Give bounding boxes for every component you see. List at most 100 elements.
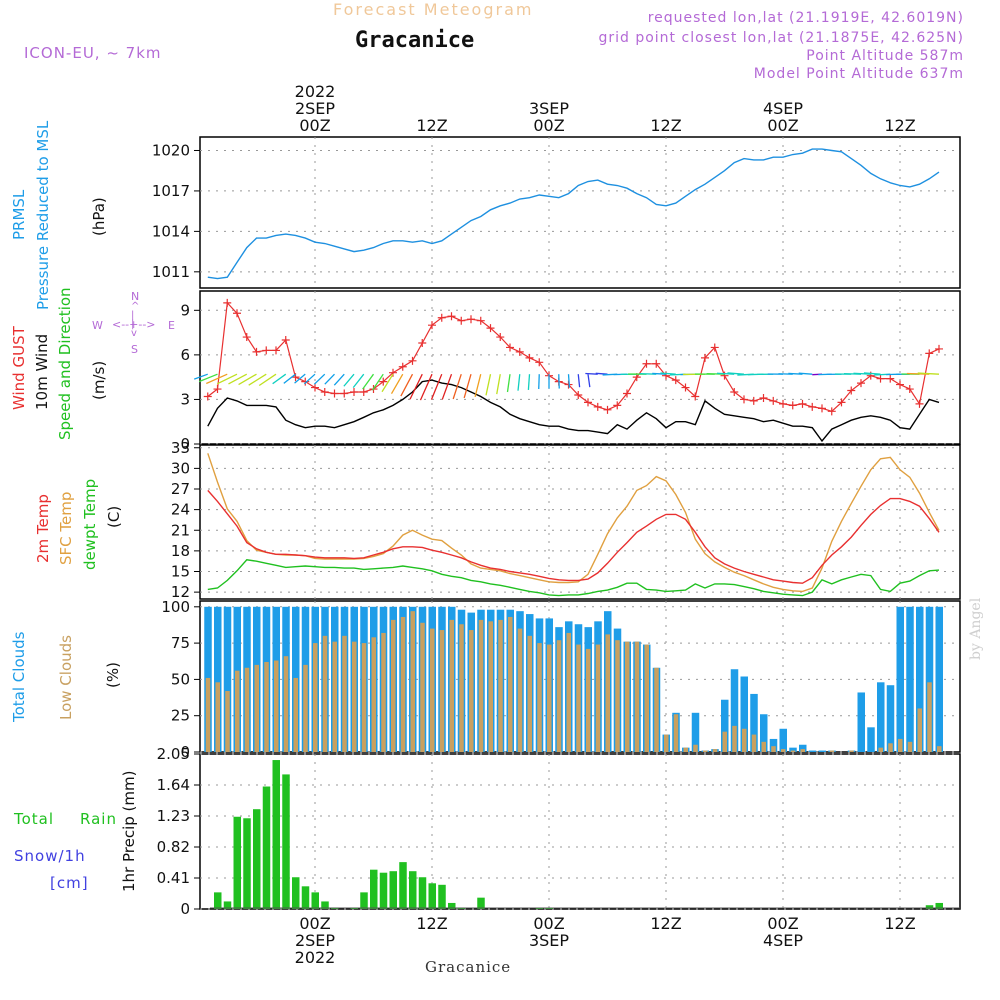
rain-bar	[292, 877, 300, 909]
total-cloud-bar	[789, 747, 797, 752]
model-label: ICON-EU, ~ 7km	[24, 44, 162, 62]
bottom-time-label: 2022	[295, 948, 336, 967]
gust-marker	[262, 346, 271, 355]
low-cloud-bar	[235, 670, 240, 752]
gust-marker	[652, 359, 661, 368]
rain-bar	[311, 892, 319, 909]
rain-bar	[214, 892, 222, 909]
compass-arrow-we: <--+-->	[112, 318, 156, 331]
panel-frame	[199, 444, 961, 600]
gust-marker	[691, 392, 700, 401]
total-cloud-bar	[760, 714, 768, 752]
low-cloud-bar	[673, 714, 679, 752]
y-tick-label: 1.23	[157, 807, 190, 825]
gust-marker	[730, 388, 739, 397]
low-cloud-bar	[693, 744, 698, 752]
rain-bar	[253, 809, 261, 909]
gust-marker	[613, 401, 622, 410]
y-tick-label: 9	[180, 301, 190, 319]
wind-arrow	[258, 373, 277, 387]
gust-marker	[525, 353, 534, 362]
gust-marker	[233, 309, 241, 318]
y-tick-label: 0	[180, 900, 190, 918]
total-cloud-bar	[799, 744, 807, 752]
wind-arrow	[390, 373, 404, 394]
rain-bar	[243, 818, 251, 909]
gust-marker	[642, 359, 651, 368]
low-cloud-bar	[254, 664, 259, 752]
label-speed-direction: Speed and Direction	[56, 287, 74, 440]
gust-marker	[203, 392, 212, 401]
total-cloud-bar	[223, 606, 232, 752]
wind-arrow	[798, 372, 813, 375]
low-cloud-bar	[303, 664, 308, 752]
total-cloud-bar	[818, 750, 826, 752]
low-cloud-bar	[644, 644, 649, 752]
label-celsius: (C)	[105, 505, 123, 528]
label-dewpt-temp: dewpt Temp	[81, 478, 99, 570]
station-name: Gracanice	[355, 28, 475, 53]
gust-marker	[808, 402, 817, 411]
gust-marker	[847, 386, 856, 395]
low-cloud-bar	[488, 621, 493, 752]
wind-arrow	[248, 373, 267, 386]
low-cloud-bar	[742, 728, 747, 752]
rain-bar	[262, 786, 271, 909]
gust-marker	[398, 362, 407, 371]
gust-marker	[467, 315, 475, 324]
wind-arrow	[430, 373, 443, 400]
gust-marker	[437, 313, 446, 322]
gust-marker	[876, 374, 885, 383]
wind-arrow	[538, 374, 540, 390]
wind-arrow	[198, 373, 218, 383]
low-cloud-bar	[937, 746, 942, 752]
rain-bar	[925, 905, 934, 909]
low-cloud-bar	[751, 734, 757, 752]
low-cloud-bar	[430, 628, 435, 752]
rain-bar	[389, 871, 397, 909]
wind-arrow	[352, 373, 365, 389]
wind-arrow	[567, 374, 571, 388]
wind-speed-line	[207, 379, 940, 443]
low-cloud-bar	[449, 619, 454, 752]
gust-marker	[769, 396, 778, 405]
wind-arrow	[595, 372, 608, 375]
panel-frame	[199, 753, 961, 910]
bottom-time-label: 2SEP	[295, 931, 335, 950]
total-cloud-bar	[867, 727, 875, 752]
gust-marker	[818, 404, 826, 413]
bottom-time-label: 4SEP	[763, 931, 803, 950]
low-cloud-bar	[498, 619, 503, 752]
wind-arrow	[272, 373, 287, 385]
low-cloud-bar	[576, 644, 581, 752]
low-cloud-bar	[761, 741, 766, 752]
low-cloud-bar	[215, 682, 220, 752]
low-cloud-bar	[381, 632, 386, 752]
y-tick-label: 21	[171, 521, 190, 539]
y-tick-label: 24	[171, 501, 190, 519]
low-cloud-bar	[625, 641, 630, 752]
gust-marker	[418, 338, 427, 347]
gust-marker	[574, 390, 583, 399]
bottom-time-label: 00Z	[533, 914, 564, 933]
low-cloud-bar	[459, 624, 464, 752]
label-low-clouds: Low Clouds	[57, 635, 75, 720]
wind-arrow	[193, 373, 208, 380]
gust-marker	[671, 376, 680, 385]
low-cloud-bar	[683, 747, 688, 752]
gust-marker	[720, 371, 729, 380]
low-cloud-bar	[615, 640, 620, 752]
low-cloud-bar	[264, 661, 269, 752]
total-cloud-bar	[691, 712, 700, 752]
sfc-temp-line	[207, 453, 940, 593]
wind-arrow	[206, 373, 228, 385]
top-time-label: 4SEP	[763, 99, 803, 118]
top-time-label: 00Z	[533, 116, 564, 135]
rain-bar	[233, 816, 241, 909]
compass-s: S	[131, 343, 138, 356]
wind-arrow	[917, 372, 940, 375]
total-cloud-bar	[896, 606, 904, 752]
rain-bar	[448, 902, 456, 909]
top-time-label: 00Z	[767, 116, 798, 135]
low-cloud-bar	[703, 750, 708, 752]
